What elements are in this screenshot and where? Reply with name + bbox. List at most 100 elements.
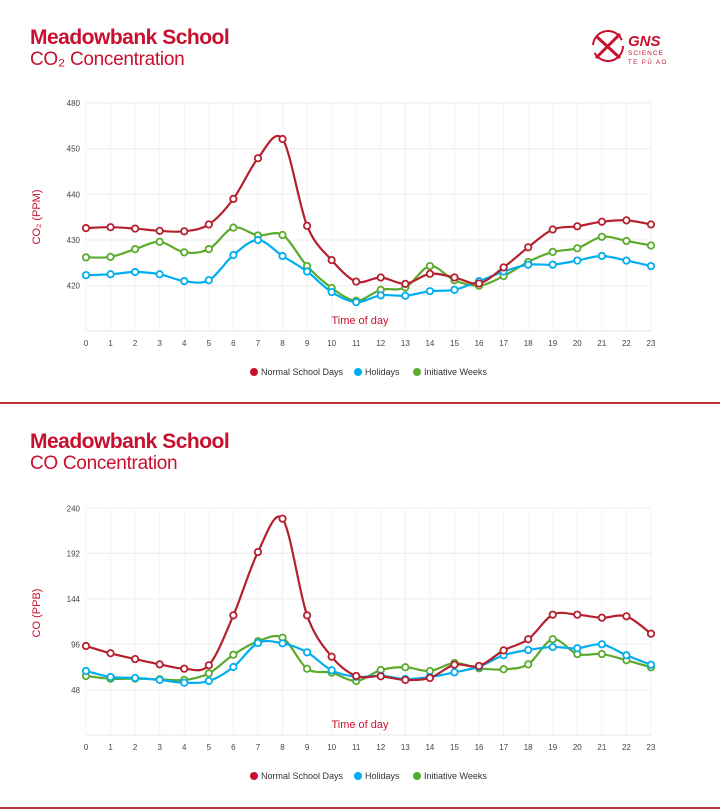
data-point: [253, 547, 263, 557]
data-point: [278, 251, 287, 261]
x-tick-label: 1: [108, 743, 113, 752]
data-point: [229, 650, 238, 659]
x-tick-label: 17: [499, 339, 508, 348]
data-point: [499, 263, 508, 272]
data-point: [622, 216, 631, 225]
x-tick-label: 10: [327, 339, 336, 348]
data-point: [253, 638, 263, 648]
data-point: [573, 644, 582, 653]
data-point: [278, 639, 287, 648]
data-point: [573, 610, 582, 619]
legend-label: Normal School Days: [261, 771, 344, 781]
x-tick-label: 7: [256, 743, 261, 752]
legend-swatch: [413, 368, 421, 376]
data-point: [229, 662, 238, 672]
data-point: [450, 273, 459, 282]
data-point: [548, 610, 557, 619]
data-point: [106, 252, 115, 262]
data-point: [524, 260, 533, 269]
data-point: [622, 651, 631, 660]
data-point: [180, 248, 189, 257]
data-point: [597, 613, 606, 622]
data-point: [302, 648, 312, 657]
data-point: [401, 279, 410, 288]
x-tick-label: 4: [182, 339, 187, 348]
legend-label: Initiative Weeks: [424, 367, 487, 377]
data-point: [425, 287, 435, 296]
data-point: [180, 678, 189, 687]
x-tick-label: 3: [157, 339, 162, 348]
data-point: [204, 276, 213, 285]
data-point: [646, 660, 656, 669]
chart-1-subtitle: CO₂ Concentration: [30, 49, 185, 70]
data-point: [548, 260, 557, 269]
data-point: [81, 641, 91, 651]
x-tick-label: 23: [647, 743, 656, 752]
x-tick-label: 19: [548, 743, 557, 752]
x-tick-label: 9: [305, 339, 310, 348]
x-tick-label: 15: [450, 743, 459, 752]
chart-1-title: Meadowbank School: [30, 26, 230, 49]
data-point: [548, 635, 557, 644]
x-tick-label: 22: [622, 339, 631, 348]
data-point: [180, 664, 189, 673]
data-point: [131, 654, 140, 664]
data-point: [106, 270, 115, 279]
y-axis-label: CO (PPB): [31, 589, 43, 638]
data-point: [524, 635, 533, 644]
x-tick-label: 16: [475, 743, 484, 752]
legend-swatch: [250, 368, 258, 376]
data-point: [646, 220, 656, 229]
data-point: [229, 223, 238, 232]
data-point: [204, 245, 213, 254]
x-tick-label: 5: [207, 743, 212, 752]
x-tick-label: 5: [207, 339, 212, 348]
data-point: [278, 230, 287, 240]
y-tick-label: 48: [71, 686, 80, 695]
data-point: [646, 241, 656, 250]
data-point: [597, 232, 606, 241]
x-tick-label: 4: [182, 743, 187, 752]
x-tick-label: 11: [352, 743, 361, 752]
x-tick-label: 7: [256, 339, 261, 348]
data-point: [106, 223, 115, 232]
data-point: [229, 250, 238, 260]
data-point: [81, 666, 91, 676]
x-tick-label: 0: [84, 339, 89, 348]
data-point: [597, 640, 606, 649]
data-point: [524, 243, 533, 252]
x-tick-label: 19: [548, 339, 557, 348]
data-point: [155, 675, 164, 685]
series-line-initiative-weeks: [85, 634, 652, 683]
x-tick-label: 3: [157, 743, 162, 752]
x-tick-label: 6: [231, 339, 236, 348]
x-tick-label: 6: [231, 743, 236, 752]
data-point: [524, 645, 533, 655]
legend-swatch: [413, 772, 421, 780]
data-point: [474, 661, 484, 671]
svg-text:GNS: GNS: [628, 33, 661, 50]
data-point: [352, 298, 361, 307]
y-tick-label: 450: [67, 145, 81, 154]
data-point: [425, 269, 435, 278]
data-point: [597, 251, 606, 261]
data-point: [622, 236, 631, 246]
y-tick-label: 192: [67, 549, 81, 558]
x-tick-label: 10: [327, 743, 336, 752]
series-line-normal-school-days: [85, 515, 652, 682]
data-point: [474, 279, 484, 288]
x-tick-label: 14: [425, 339, 434, 348]
y-tick-label: 420: [67, 282, 81, 291]
x-tick-label: 21: [597, 339, 606, 348]
data-point: [278, 514, 287, 523]
x-tick-label: 12: [376, 339, 385, 348]
data-point: [131, 267, 140, 277]
data-point: [499, 646, 508, 655]
data-point: [499, 665, 508, 674]
data-point: [548, 225, 557, 234]
x-tick-label: 2: [133, 339, 138, 348]
svg-text:SCIENCE: SCIENCE: [628, 50, 664, 57]
data-point: [229, 611, 238, 620]
y-tick-label: 430: [67, 236, 81, 245]
